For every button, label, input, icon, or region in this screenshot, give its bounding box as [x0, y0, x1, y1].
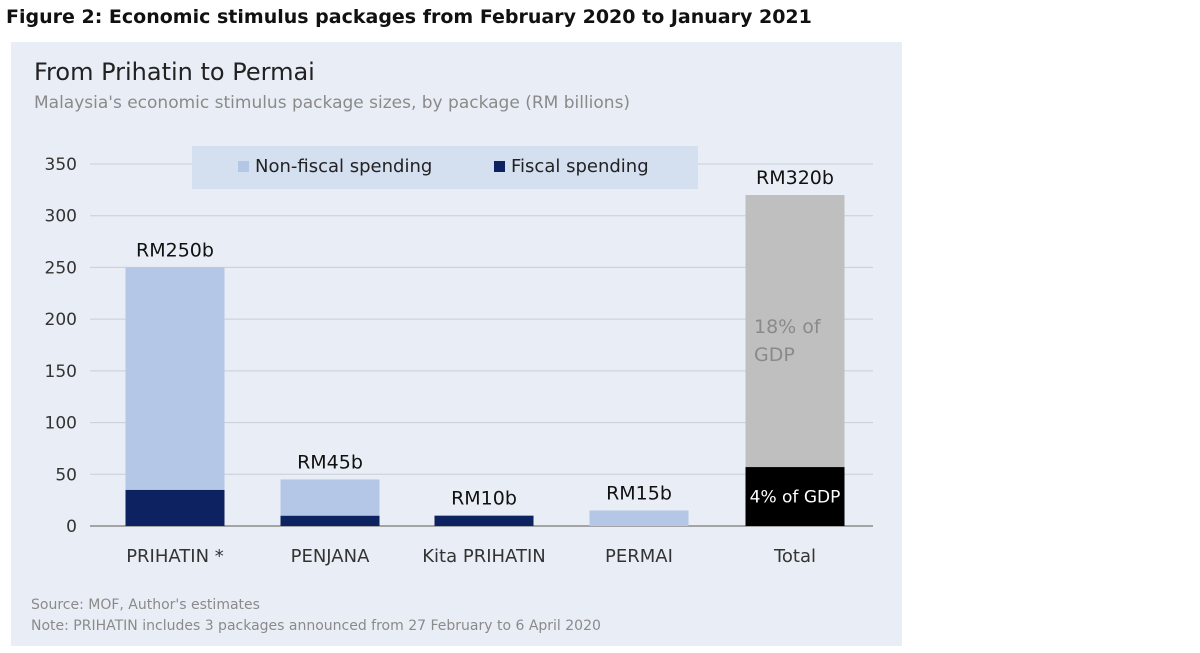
- chart-panel: From Prihatin to Permai Malaysia's econo…: [11, 42, 902, 646]
- legend-entry-non-fiscal: Non-fiscal spending: [238, 156, 432, 177]
- figure-title: Figure 2: Economic stimulus packages fro…: [6, 6, 812, 28]
- note-text: Note: PRIHATIN includes 3 packages annou…: [31, 618, 601, 634]
- bar-fiscal-2: [434, 515, 534, 526]
- bar-non-fiscal-1: [280, 479, 380, 516]
- total-segment-label-1-line-1: GDP: [754, 344, 795, 366]
- bar-non-fiscal-3: [589, 510, 689, 526]
- bar-non-fiscal-0: [125, 267, 225, 490]
- chart-subtitle: Malaysia's economic stimulus package siz…: [34, 93, 631, 113]
- total-bar-label: RM320b: [756, 167, 834, 189]
- legend-entry-fiscal: Fiscal spending: [494, 156, 649, 177]
- x-tick-label-total: Total: [773, 546, 816, 567]
- x-tick-label-3: PERMAI: [605, 546, 673, 567]
- bar-total-label-3: RM15b: [606, 482, 672, 504]
- x-tick-label-2: Kita PRIHATIN: [422, 546, 546, 567]
- y-tick-label-300: 300: [45, 207, 77, 227]
- total-segment-label-1-line-0: 18% of: [754, 316, 822, 338]
- legend-swatch-fiscal: [494, 161, 505, 172]
- y-tick-label-350: 350: [45, 155, 77, 175]
- total-bar-segment-1: [745, 195, 845, 468]
- bar-total-label-2: RM10b: [451, 488, 517, 510]
- source-text: Source: MOF, Author's estimates: [31, 597, 260, 613]
- legend-label-fiscal: Fiscal spending: [511, 156, 649, 177]
- y-tick-label-0: 0: [66, 517, 77, 537]
- source-note: Source: MOF, Author's estimates Note: PR…: [31, 595, 601, 637]
- y-tick-label-250: 250: [45, 258, 77, 278]
- bar-total-label-0: RM250b: [136, 239, 214, 261]
- y-tick-label-150: 150: [45, 362, 77, 382]
- bar-total-label-1: RM45b: [297, 451, 363, 473]
- bar-fiscal-0: [125, 489, 225, 526]
- total-segment-label-0: 4% of GDP: [750, 488, 841, 508]
- legend-label-non-fiscal: Non-fiscal spending: [255, 156, 433, 177]
- x-tick-label-0: PRIHATIN *: [126, 546, 224, 567]
- y-tick-label-50: 50: [55, 465, 77, 485]
- legend: Non-fiscal spending Fiscal spending: [192, 146, 698, 189]
- bar-fiscal-1: [280, 515, 380, 526]
- total-bar-segment-0: [745, 467, 845, 526]
- chart-title: From Prihatin to Permai: [34, 58, 315, 86]
- bar-chart: 0 50 100 150 200 250 300 350 RM250b PRIHATIN * RM4…: [45, 155, 873, 567]
- legend-swatch-non-fiscal: [238, 161, 249, 172]
- y-tick-label-200: 200: [45, 310, 77, 330]
- x-tick-label-1: PENJANA: [291, 546, 370, 567]
- y-tick-label-100: 100: [45, 414, 77, 434]
